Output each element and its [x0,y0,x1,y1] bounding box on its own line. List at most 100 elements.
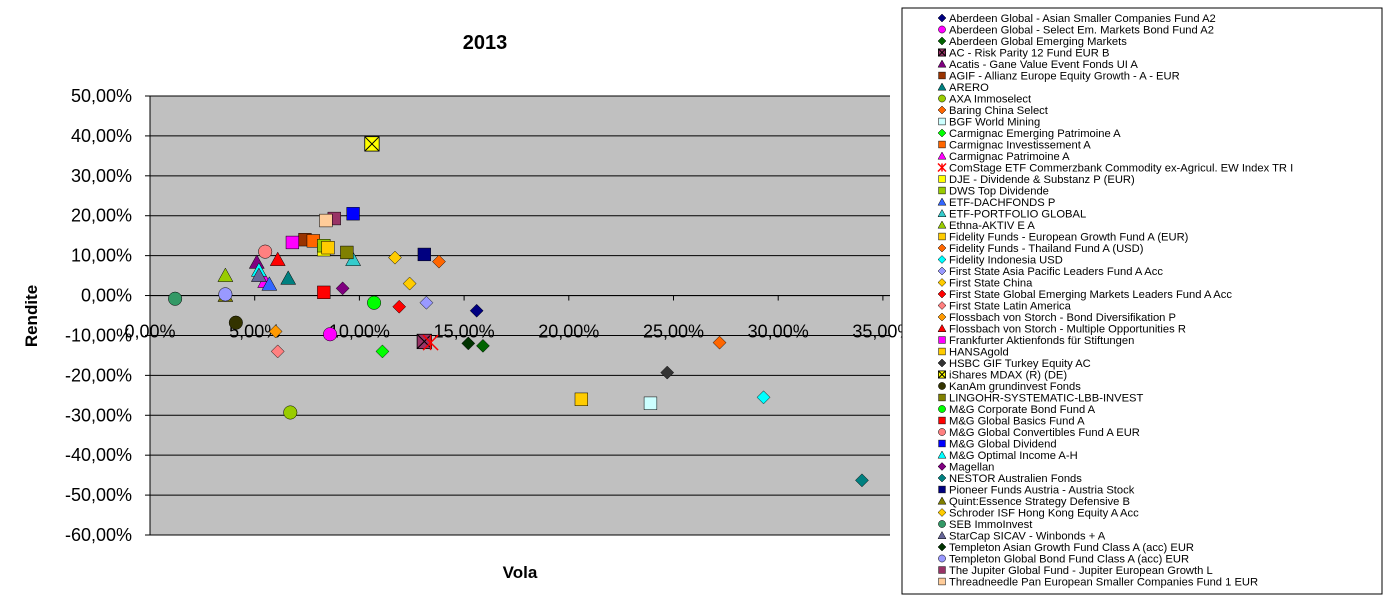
legend-label: First State Global Emerging Markets Lead… [949,289,1232,301]
legend-marker [938,382,946,390]
legend-label: Frankfurter Aktienfonds für Stiftungen [949,335,1134,347]
y-axis-ticks: 50,00% 40,00% 30,00% 20,00% 10,00% 0,00% -10,0… [65,86,132,545]
data-points [168,136,869,488]
legend-marker [937,36,947,46]
data-point [364,136,380,152]
legend-marker [938,405,946,413]
x-tick-label: 5,00% [229,322,280,342]
data-point [283,405,298,420]
x-tick-label: 0,00% [124,322,175,342]
legend-marker [937,162,947,173]
legend-label: Schroder ISF Hong Kong Equity A Acc [949,508,1139,520]
data-point [258,244,273,259]
data-point [432,254,446,269]
legend-label: Flossbach von Storch - Multiple Opportun… [949,324,1186,336]
data-point [375,344,390,359]
legend-label: First State China [949,278,1033,290]
legend-label: NESTOR Australien Fonds [949,473,1082,485]
data-point [417,247,431,262]
legend-label: ComStage ETF Commerzbank Commodity ex-Ag… [949,163,1293,175]
data-point [270,344,285,359]
legend-marker [937,496,947,505]
data-point [469,303,484,318]
legend-label: AGIF - Allianz Europe Equity Growth - A … [949,71,1180,83]
data-point [280,270,297,285]
data-point [574,392,588,406]
legend-marker [937,358,947,368]
legend-label: Flossbach von Storch - Bond Diversifikat… [949,312,1176,324]
legend-marker [937,255,947,264]
legend-marker [937,508,947,517]
data-point [335,281,350,296]
legend-marker [938,117,946,126]
legend-label: M&G Optimal Income A-H [949,450,1078,462]
legend-marker [937,197,947,206]
y-tick-label: -50,00% [65,485,132,505]
legend-label: Fidelity Funds - European Growth Fund A … [949,232,1189,244]
legend-label: Threadneedle Pan European Smaller Compan… [949,577,1258,589]
legend-marker [938,485,946,494]
legend-label: M&G Corporate Bond Fund A [949,404,1096,416]
data-point [285,235,300,250]
legend-marker [937,530,947,539]
legend-label: DJE - Dividende & Substanz P (EUR) [949,174,1135,186]
legend-label: Ethna-AKTIV E A [949,220,1035,232]
legend-marker [937,220,947,229]
y-tick-label: -40,00% [65,445,132,465]
legend-label: DWS Top Dividende [949,186,1049,198]
data-point [461,336,476,351]
data-point [168,291,183,306]
data-point [261,276,278,291]
legend-label: ETF-DACHFONDS P [949,197,1055,209]
data-point [712,335,727,350]
data-point [476,338,490,353]
y-tick-label: 10,00% [71,246,132,266]
data-point [346,207,360,221]
legend-label: Magellan [949,462,994,474]
legend-label: BGF World Mining [949,117,1040,129]
grid-lines [145,95,890,536]
legend-marker [938,48,947,57]
data-point [756,390,771,405]
legend-marker [937,312,947,322]
data-point [392,299,407,314]
legend-label: Aberdeen Global - Select Em. Markets Bon… [949,25,1214,37]
legend-label: Carmignac Patrimoine A [949,151,1070,163]
legend-label: AC - Risk Parity 12 Fund EUR B [949,48,1109,60]
legend-marker [938,94,946,103]
legend-marker [937,59,947,68]
legend-marker [938,336,946,344]
data-point [217,267,234,282]
legend-marker [938,577,946,586]
data-point [402,276,417,291]
x-tick-label: 15,00% [434,322,495,342]
legend-marker [938,71,946,80]
legend-marker [937,243,947,253]
data-point [250,267,267,282]
y-tick-label: 50,00% [71,86,132,106]
legend-label: Templeton Global Bond Fund Class A (acc)… [949,554,1189,566]
data-point [268,324,283,339]
legend-marker [937,151,947,160]
legend-label: Aberdeen Global - Asian Smaller Companie… [949,13,1216,25]
legend-marker [937,323,947,332]
legend-marker [937,266,947,276]
data-point [269,251,286,266]
legend-items: Aberdeen Global - Asian Smaller Companie… [937,13,1293,589]
y-tick-label: -30,00% [65,405,132,425]
legend-label: Fidelity Indonesia USD [949,255,1063,267]
y-tick-label: -10,00% [65,325,132,345]
legend-marker [938,347,946,356]
legend-label: Templeton Asian Growth Fund Class A (acc… [949,542,1194,554]
legend-marker [937,278,947,287]
chart-title: 2013 [463,32,508,54]
x-tick-label: 25,00% [643,322,704,342]
legend-marker [938,554,946,563]
data-point [388,250,402,265]
y-tick-label: 40,00% [71,126,132,146]
legend-marker [937,105,947,115]
legend-label: M&G Global Convertibles Fund A EUR [949,427,1140,439]
legend-marker [938,186,946,195]
legend-marker [938,428,946,436]
